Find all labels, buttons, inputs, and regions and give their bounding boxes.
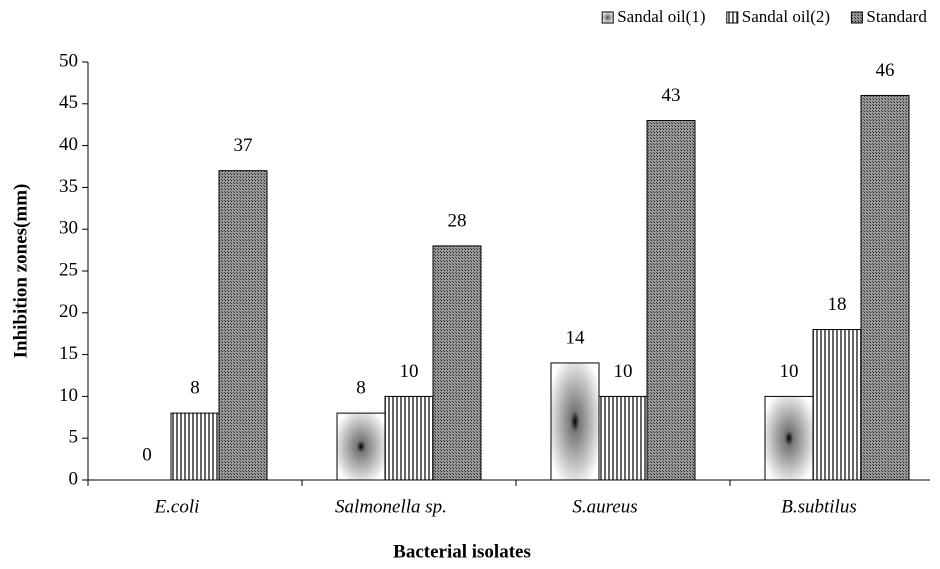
- bar: [432, 245, 482, 481]
- y-tick-label: 25: [59, 259, 78, 280]
- y-tick-label: 10: [59, 385, 78, 406]
- bar: [336, 412, 386, 481]
- x-tick-label: Salmonella sp.: [335, 496, 447, 517]
- bar: [646, 120, 696, 481]
- data-label: 10: [400, 361, 419, 382]
- bar: [764, 395, 814, 481]
- bar: [550, 362, 600, 481]
- data-label: 8: [190, 377, 200, 398]
- y-tick-label: 20: [59, 301, 78, 322]
- bar: [598, 395, 648, 481]
- bar: [170, 412, 220, 481]
- data-label: 18: [828, 294, 847, 315]
- data-label: 10: [614, 361, 633, 382]
- bar: [384, 395, 434, 481]
- legend-swatch: [726, 11, 739, 24]
- y-tick-label: 40: [59, 134, 78, 155]
- data-label: 28: [448, 210, 467, 231]
- x-tick-label: B.subtilus: [781, 496, 856, 517]
- y-tick-label: 15: [59, 343, 78, 364]
- x-tick-label: E.coli: [154, 496, 200, 517]
- y-tick-label: 50: [59, 50, 78, 71]
- legend-swatch: [601, 11, 614, 24]
- legend-swatch: [850, 11, 863, 24]
- y-axis-label: Inhibition zones(mm): [10, 184, 31, 359]
- x-tick-label: S.aureus: [572, 496, 637, 517]
- data-label: 0: [142, 444, 152, 465]
- y-tick-label: 5: [69, 427, 79, 448]
- y-tick-label: 35: [59, 176, 78, 197]
- bar: [812, 329, 862, 481]
- bar: [218, 170, 268, 481]
- data-label: 14: [566, 327, 586, 348]
- data-label: 8: [356, 377, 366, 398]
- y-tick-label: 0: [69, 468, 79, 489]
- legend-label: Sandal oil(2): [742, 7, 830, 26]
- y-tick-label: 30: [59, 218, 78, 239]
- bar: [860, 94, 910, 481]
- x-axis-label: Bacterial isolates: [393, 541, 531, 562]
- data-label: 37: [234, 135, 253, 156]
- data-label: 46: [876, 60, 895, 81]
- legend-label: Sandal oil(1): [617, 7, 705, 26]
- data-label: 10: [780, 361, 799, 382]
- y-tick-label: 45: [59, 92, 78, 113]
- legend-label: Standard: [866, 7, 927, 26]
- data-label: 43: [662, 85, 681, 106]
